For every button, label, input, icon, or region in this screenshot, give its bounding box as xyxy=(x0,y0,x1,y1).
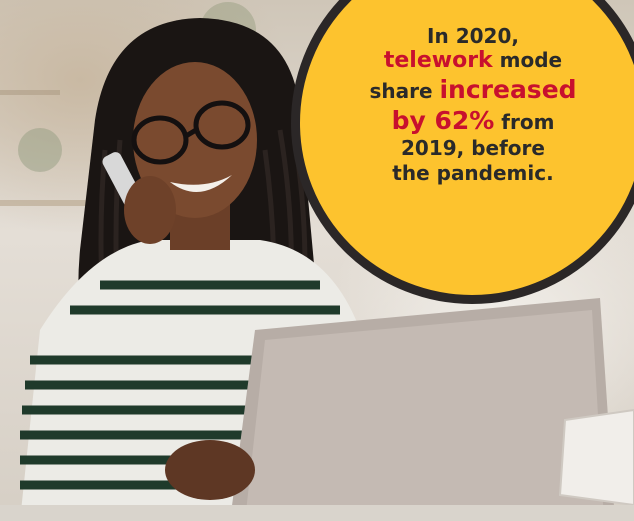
stat-callout-text: In 2020, telework mode share increased b… xyxy=(333,24,613,185)
callout-line-2: telework mode xyxy=(383,48,563,74)
percentage-highlight: by 62% xyxy=(391,105,495,135)
callout-line-3: share increased xyxy=(369,75,577,105)
telework-highlight: telework xyxy=(383,48,493,74)
callout-line-4: by 62% from xyxy=(391,105,555,135)
callout-line-5: 2019, before xyxy=(401,136,545,161)
increased-highlight: increased xyxy=(439,75,577,105)
callout-line-6: the pandemic. xyxy=(392,160,554,185)
stat-callout-circle xyxy=(291,0,634,304)
callout-line-1: In 2020, xyxy=(427,24,519,48)
